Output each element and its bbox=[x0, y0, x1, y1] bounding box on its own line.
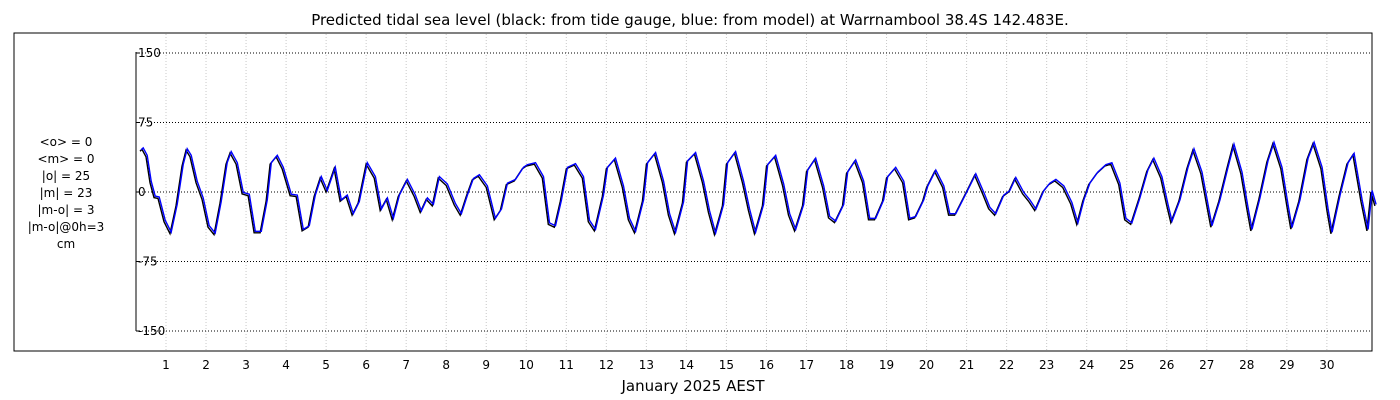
x-tick-label: 4 bbox=[282, 358, 290, 372]
stats-box: <o> = 0 <m> = 0 |o| = 25 |m| = 23 |m-o| = 3 |… bbox=[28, 135, 105, 251]
x-tick-label: 8 bbox=[442, 358, 450, 372]
x-tick-label: 13 bbox=[639, 358, 654, 372]
stats-line: <m> = 0 bbox=[37, 152, 94, 166]
x-tick-label: 18 bbox=[839, 358, 854, 372]
stats-line: |m-o| = 3 bbox=[38, 203, 95, 217]
series-model-line bbox=[140, 140, 1377, 236]
x-tick-label: 27 bbox=[1199, 358, 1214, 372]
stats-line: |m| = 23 bbox=[40, 186, 93, 200]
x-tick-label: 16 bbox=[759, 358, 774, 372]
x-tick-label: 17 bbox=[799, 358, 814, 372]
y-tick-label: 75 bbox=[138, 116, 153, 130]
x-tick-label: 5 bbox=[322, 358, 330, 372]
x-axis-label: January 2025 AEST bbox=[621, 377, 766, 395]
stats-line: <o> = 0 bbox=[40, 135, 93, 149]
y-tick-label: 0 bbox=[138, 185, 146, 199]
x-tick-label: 22 bbox=[999, 358, 1014, 372]
chart-title: Predicted tidal sea level (black: from t… bbox=[311, 11, 1069, 29]
series-lines bbox=[139, 140, 1377, 238]
y-tick-label: -150 bbox=[138, 324, 165, 338]
x-tick-label: 9 bbox=[482, 358, 490, 372]
x-tick-label: 29 bbox=[1279, 358, 1294, 372]
stats-line: |m-o|@0h=3 bbox=[28, 220, 105, 234]
x-tick-label: 6 bbox=[362, 358, 370, 372]
y-tick-label: 150 bbox=[138, 46, 161, 60]
x-axis-ticks: 1 2 3 4 5 6 7 8 9 10 11 12 13 14 15 16 17 18 19 20 21 22 23 24 2… bbox=[162, 358, 1334, 372]
x-tick-label: 26 bbox=[1159, 358, 1174, 372]
stats-line: |o| = 25 bbox=[42, 169, 90, 183]
y-tick-label: -75 bbox=[138, 255, 158, 269]
x-tick-label: 14 bbox=[679, 358, 694, 372]
x-tick-label: 10 bbox=[519, 358, 534, 372]
x-tick-label: 1 bbox=[162, 358, 170, 372]
x-tick-label: 20 bbox=[919, 358, 934, 372]
y-axis-ticks: 150 75 0 -75 -150 bbox=[136, 46, 165, 338]
x-tick-label: 19 bbox=[879, 358, 894, 372]
series-tide-gauge-line bbox=[139, 141, 1376, 238]
x-tick-label: 7 bbox=[402, 358, 410, 372]
x-tick-label: 12 bbox=[599, 358, 614, 372]
x-tick-label: 21 bbox=[959, 358, 974, 372]
x-tick-label: 3 bbox=[242, 358, 250, 372]
x-tick-label: 25 bbox=[1119, 358, 1134, 372]
x-tick-label: 24 bbox=[1079, 358, 1094, 372]
x-tick-label: 15 bbox=[719, 358, 734, 372]
x-tick-label: 2 bbox=[202, 358, 210, 372]
x-tick-label: 28 bbox=[1239, 358, 1254, 372]
x-tick-label: 11 bbox=[559, 358, 574, 372]
x-tick-label: 23 bbox=[1039, 358, 1054, 372]
x-tick-label: 30 bbox=[1319, 358, 1334, 372]
stats-line: cm bbox=[57, 237, 75, 251]
plot-area-frame bbox=[13, 32, 1373, 352]
